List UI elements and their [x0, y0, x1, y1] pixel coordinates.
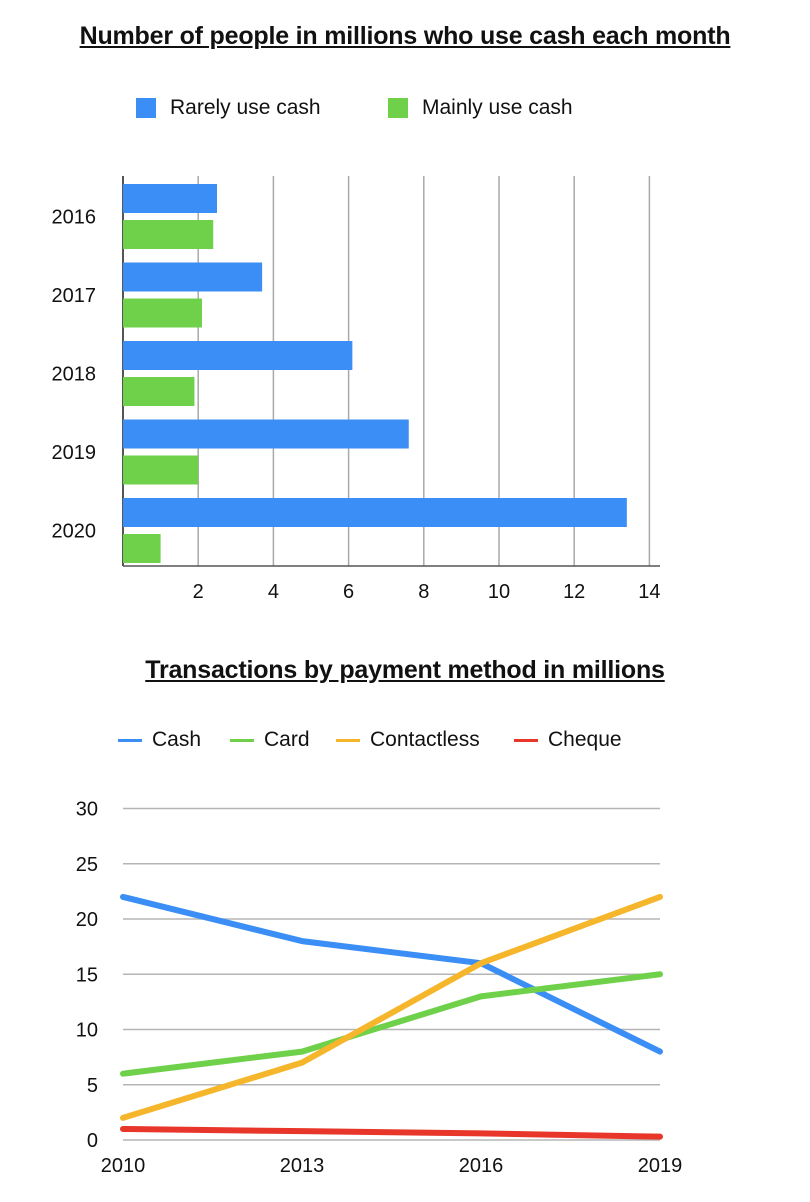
y-category-label: 2018 — [52, 364, 97, 386]
x-tick-label: 6 — [343, 581, 354, 603]
y-tick-label: 5 — [87, 1075, 98, 1097]
bar-rarely — [123, 498, 627, 527]
x-tick-label: 8 — [418, 581, 429, 603]
bar-rarely — [123, 262, 263, 292]
y-tick-label: 30 — [76, 799, 98, 821]
bar-mainly — [123, 220, 214, 249]
legend-label-rarely: Rarely use cash — [170, 96, 321, 119]
legend-label-cash: Cash — [152, 728, 202, 751]
legend-label-card: Card — [264, 728, 310, 751]
series-line-card — [120, 971, 663, 1077]
legend-line-contactless — [336, 738, 360, 742]
bar-rarely — [123, 184, 217, 213]
legend-line-cash — [118, 738, 142, 742]
line-legend-contactless: Contactless — [336, 728, 480, 752]
legend-swatch-mainly — [388, 98, 408, 118]
line-chart-title: Transactions by payment method in millio… — [145, 656, 665, 684]
legend-line-cheque — [514, 738, 538, 742]
y-category-label: 2017 — [52, 285, 97, 307]
bar-chart: 2 4 6 8 10 12 14 2016 2017 2018 2019 2020 — [52, 176, 661, 603]
bar-mainly — [123, 534, 161, 563]
legend-label-cheque: Cheque — [548, 728, 622, 751]
bar-chart-title: Number of people in millions who use cas… — [79, 22, 731, 50]
x-tick-label: 2016 — [459, 1155, 504, 1177]
x-tick-label: 4 — [268, 581, 279, 603]
x-tick-label: 2 — [193, 581, 204, 603]
series-line-contactless — [120, 893, 663, 1121]
y-category-label: 2019 — [52, 442, 97, 464]
y-tick-label: 25 — [76, 854, 98, 876]
x-tick-label: 14 — [638, 581, 660, 603]
line-legend-cash: Cash — [118, 728, 201, 752]
bar-rarely — [123, 341, 353, 370]
line-legend-card: Card — [230, 728, 310, 752]
y-category-label: 2016 — [52, 207, 97, 229]
series-line-cheque — [120, 1125, 663, 1140]
y-tick-label: 0 — [87, 1130, 98, 1152]
line-legend-cheque: Cheque — [514, 728, 622, 752]
legend-label-mainly: Mainly use cash — [422, 96, 573, 119]
x-tick-label: 12 — [563, 581, 585, 603]
series-line-cash — [120, 893, 663, 1055]
y-category-label: 2020 — [52, 521, 97, 543]
y-tick-label: 20 — [76, 909, 98, 931]
y-tick-label: 15 — [76, 964, 98, 986]
legend-label-contactless: Contactless — [370, 728, 480, 751]
x-tick-label: 2019 — [638, 1155, 683, 1177]
x-tick-label: 10 — [488, 581, 510, 603]
x-tick-label: 2013 — [280, 1155, 325, 1177]
bar-mainly — [123, 455, 199, 485]
bar-mainly — [123, 377, 195, 406]
bar-mainly — [123, 298, 202, 328]
legend-swatch-rarely — [136, 98, 156, 118]
legend-line-card — [230, 738, 254, 742]
y-tick-label: 10 — [76, 1020, 98, 1042]
x-tick-label: 2010 — [101, 1155, 146, 1177]
bar-rarely — [123, 419, 409, 449]
bar-legend-rarely: Rarely use cash — [136, 96, 321, 120]
bar-legend-mainly: Mainly use cash — [388, 96, 573, 120]
